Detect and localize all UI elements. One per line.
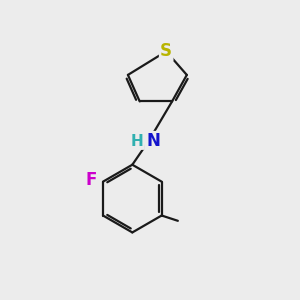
- Text: S: S: [160, 42, 172, 60]
- Text: F: F: [85, 171, 97, 189]
- Text: H: H: [131, 134, 144, 149]
- Text: N: N: [146, 132, 160, 150]
